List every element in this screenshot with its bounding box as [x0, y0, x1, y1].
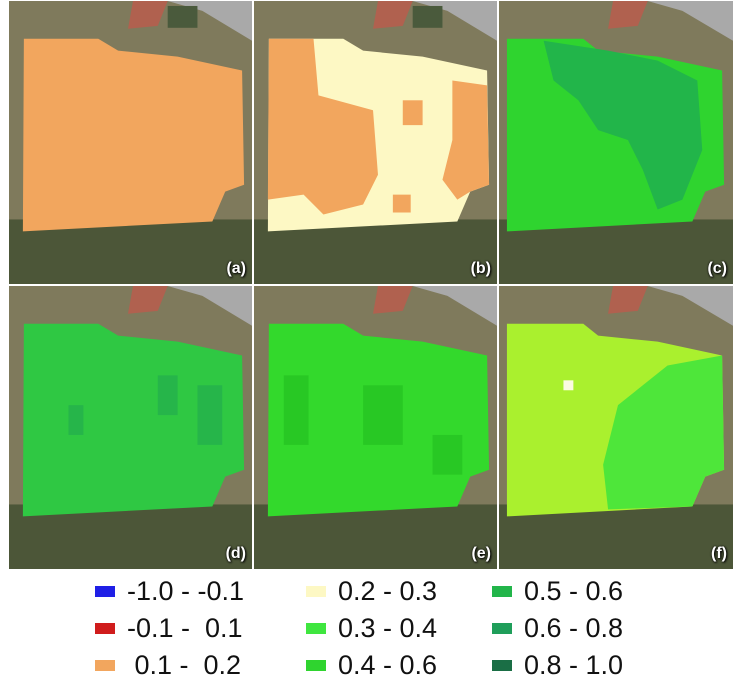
legend-swatch	[306, 586, 326, 597]
index-zone-f-green	[603, 355, 725, 510]
map-panel-e: (e)	[253, 285, 498, 570]
map-panel-c: (c)	[498, 0, 734, 285]
legend-item: -0.1 - 0.1	[95, 610, 300, 647]
legend-swatch	[492, 623, 512, 634]
panel-label-b: (b)	[470, 260, 491, 277]
index-zone-b-orange-west	[267, 38, 378, 215]
legend-label: 0.6 - 0.8	[524, 613, 624, 643]
map-panel-a: (a)	[8, 0, 253, 285]
legend-swatch	[95, 586, 115, 597]
satellite-map-a	[9, 1, 252, 284]
legend-swatch	[492, 586, 512, 597]
satellite-map-b	[254, 1, 497, 284]
legend-item: 0.8 - 1.0	[492, 647, 682, 684]
legend-item: 0.6 - 0.8	[492, 610, 682, 647]
legend-item: 0.5 - 0.6	[492, 573, 682, 610]
index-zone-f-white	[563, 380, 574, 391]
index-zone-c-dark	[543, 40, 703, 210]
legend-label: 0.3 - 0.4	[338, 613, 438, 643]
panel-label-d: (d)	[225, 545, 246, 562]
legend-label: 0.4 - 0.6	[338, 650, 438, 680]
legend-label: 0.8 - 1.0	[524, 650, 624, 680]
panel-label-c: (c)	[707, 260, 727, 277]
legend-swatch	[306, 623, 326, 634]
legend-label: 0.1 - 0.2	[127, 650, 242, 680]
map-panel-d: (d)	[8, 285, 253, 570]
map-panel-grid: (a) (b)	[8, 0, 734, 570]
index-zone-d	[22, 323, 245, 517]
satellite-map-d	[9, 286, 252, 569]
satellite-map-c	[499, 1, 733, 284]
panel-label-f: (f)	[711, 545, 727, 562]
panel-label-e: (e)	[471, 545, 491, 562]
panel-label-a: (a)	[226, 260, 246, 277]
satellite-map-e	[254, 286, 497, 569]
legend-swatch	[492, 660, 512, 671]
legend: -1.0 - -0.1 -0.1 - 0.1 0.1 - 0.2 0.2 - 0…	[95, 573, 695, 685]
legend-item: 0.3 - 0.4	[306, 610, 486, 647]
legend-label: -0.1 - 0.1	[127, 613, 243, 643]
map-panel-f: (f)	[498, 285, 734, 570]
legend-swatch	[95, 660, 115, 671]
satellite-map-f	[499, 286, 733, 569]
legend-item: 0.2 - 0.3	[306, 573, 486, 610]
index-zone-a	[22, 38, 245, 232]
legend-label: 0.5 - 0.6	[524, 576, 624, 606]
legend-swatch	[95, 623, 115, 634]
map-panel-b: (b)	[253, 0, 498, 285]
legend-label: -1.0 - -0.1	[127, 576, 245, 606]
legend-item: 0.4 - 0.6	[306, 647, 486, 684]
index-zone-b-orange-east	[442, 80, 490, 200]
legend-label: 0.2 - 0.3	[338, 576, 438, 606]
legend-item: 0.1 - 0.2	[95, 647, 300, 684]
legend-item: -1.0 - -0.1	[95, 573, 300, 610]
legend-swatch	[306, 660, 326, 671]
